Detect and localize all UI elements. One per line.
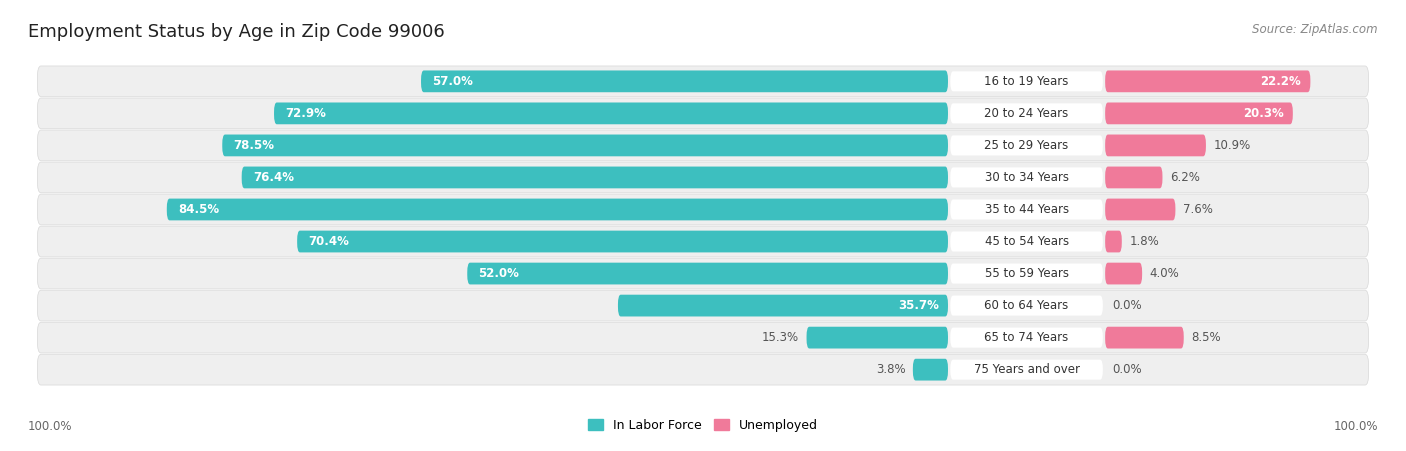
Text: 20.3%: 20.3%	[1243, 107, 1284, 120]
FancyBboxPatch shape	[1105, 230, 1122, 253]
FancyBboxPatch shape	[950, 231, 1102, 252]
Text: 45 to 54 Years: 45 to 54 Years	[984, 235, 1069, 248]
Text: 78.5%: 78.5%	[233, 139, 274, 152]
FancyBboxPatch shape	[38, 354, 1368, 385]
FancyBboxPatch shape	[222, 134, 948, 156]
FancyBboxPatch shape	[38, 322, 1368, 353]
FancyBboxPatch shape	[950, 359, 1102, 380]
Text: 57.0%: 57.0%	[432, 75, 472, 88]
Text: 3.8%: 3.8%	[876, 363, 905, 376]
FancyBboxPatch shape	[950, 263, 1102, 284]
Text: Employment Status by Age in Zip Code 99006: Employment Status by Age in Zip Code 990…	[28, 23, 444, 41]
FancyBboxPatch shape	[950, 103, 1102, 124]
FancyBboxPatch shape	[38, 226, 1368, 257]
Text: 6.2%: 6.2%	[1170, 171, 1199, 184]
FancyBboxPatch shape	[38, 162, 1368, 193]
Text: 52.0%: 52.0%	[478, 267, 519, 280]
Text: 0.0%: 0.0%	[1112, 299, 1142, 312]
Text: 0.0%: 0.0%	[1112, 363, 1142, 376]
FancyBboxPatch shape	[242, 166, 948, 189]
FancyBboxPatch shape	[1105, 327, 1184, 349]
Text: 70.4%: 70.4%	[308, 235, 349, 248]
FancyBboxPatch shape	[1105, 102, 1294, 124]
Text: Source: ZipAtlas.com: Source: ZipAtlas.com	[1253, 23, 1378, 36]
Text: 35.7%: 35.7%	[898, 299, 939, 312]
Text: 72.9%: 72.9%	[285, 107, 326, 120]
Text: 75 Years and over: 75 Years and over	[973, 363, 1080, 376]
Text: 65 to 74 Years: 65 to 74 Years	[984, 331, 1069, 344]
FancyBboxPatch shape	[619, 295, 948, 317]
Text: 15.3%: 15.3%	[762, 331, 799, 344]
Text: 1.8%: 1.8%	[1129, 235, 1159, 248]
Text: 100.0%: 100.0%	[1333, 420, 1378, 433]
FancyBboxPatch shape	[1105, 70, 1310, 92]
FancyBboxPatch shape	[38, 194, 1368, 225]
Text: 4.0%: 4.0%	[1150, 267, 1180, 280]
FancyBboxPatch shape	[1105, 134, 1206, 156]
Text: 35 to 44 Years: 35 to 44 Years	[984, 203, 1069, 216]
FancyBboxPatch shape	[950, 295, 1102, 316]
FancyBboxPatch shape	[950, 199, 1102, 220]
FancyBboxPatch shape	[420, 70, 948, 92]
Text: 22.2%: 22.2%	[1260, 75, 1301, 88]
FancyBboxPatch shape	[950, 135, 1102, 156]
Text: 16 to 19 Years: 16 to 19 Years	[984, 75, 1069, 88]
Text: 100.0%: 100.0%	[28, 420, 73, 433]
FancyBboxPatch shape	[38, 258, 1368, 289]
FancyBboxPatch shape	[38, 98, 1368, 129]
FancyBboxPatch shape	[950, 167, 1102, 188]
Text: 60 to 64 Years: 60 to 64 Years	[984, 299, 1069, 312]
Text: 8.5%: 8.5%	[1191, 331, 1220, 344]
Text: 84.5%: 84.5%	[179, 203, 219, 216]
Text: 10.9%: 10.9%	[1213, 139, 1250, 152]
FancyBboxPatch shape	[950, 327, 1102, 348]
FancyBboxPatch shape	[1105, 262, 1142, 285]
FancyBboxPatch shape	[38, 66, 1368, 97]
Text: 76.4%: 76.4%	[253, 171, 294, 184]
FancyBboxPatch shape	[38, 290, 1368, 321]
Text: 30 to 34 Years: 30 to 34 Years	[984, 171, 1069, 184]
FancyBboxPatch shape	[1105, 166, 1163, 189]
Text: 20 to 24 Years: 20 to 24 Years	[984, 107, 1069, 120]
Text: 55 to 59 Years: 55 to 59 Years	[984, 267, 1069, 280]
FancyBboxPatch shape	[274, 102, 948, 124]
FancyBboxPatch shape	[950, 71, 1102, 92]
FancyBboxPatch shape	[912, 359, 948, 381]
FancyBboxPatch shape	[1105, 198, 1175, 221]
Text: 25 to 29 Years: 25 to 29 Years	[984, 139, 1069, 152]
FancyBboxPatch shape	[807, 327, 948, 349]
Legend: In Labor Force, Unemployed: In Labor Force, Unemployed	[588, 419, 818, 432]
Text: 7.6%: 7.6%	[1182, 203, 1213, 216]
FancyBboxPatch shape	[297, 230, 948, 253]
FancyBboxPatch shape	[167, 198, 948, 221]
FancyBboxPatch shape	[467, 262, 948, 285]
FancyBboxPatch shape	[38, 130, 1368, 161]
